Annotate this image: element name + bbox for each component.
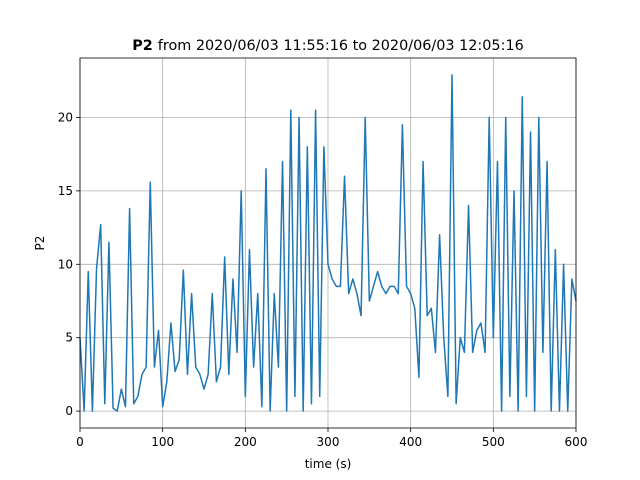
y-tick-label: 0 [65,404,73,418]
plot-frame [79,57,577,429]
x-axis-label: time (s) [305,457,352,471]
title-bold: P2 [132,38,153,54]
y-tick-label: 5 [65,331,73,345]
x-tick-label: 500 [482,435,505,449]
x-tick-label: 300 [317,435,340,449]
y-axis-label: P2 [33,236,47,251]
x-tick-label: 100 [151,435,174,449]
title-rest: from 2020/06/03 11:55:16 to 2020/06/03 1… [158,38,524,54]
x-tick-label: 400 [399,435,422,449]
y-tick-label: 20 [58,110,73,124]
y-tick-label: 15 [58,184,73,198]
x-tick-label: 0 [76,435,84,449]
y-tick-label: 10 [58,257,73,271]
chart-title: P2 from 2020/06/03 11:55:16 to 2020/06/03… [132,38,524,54]
x-tick-label: 200 [234,435,257,449]
x-tick-label: 600 [565,435,588,449]
data-line [79,74,577,412]
